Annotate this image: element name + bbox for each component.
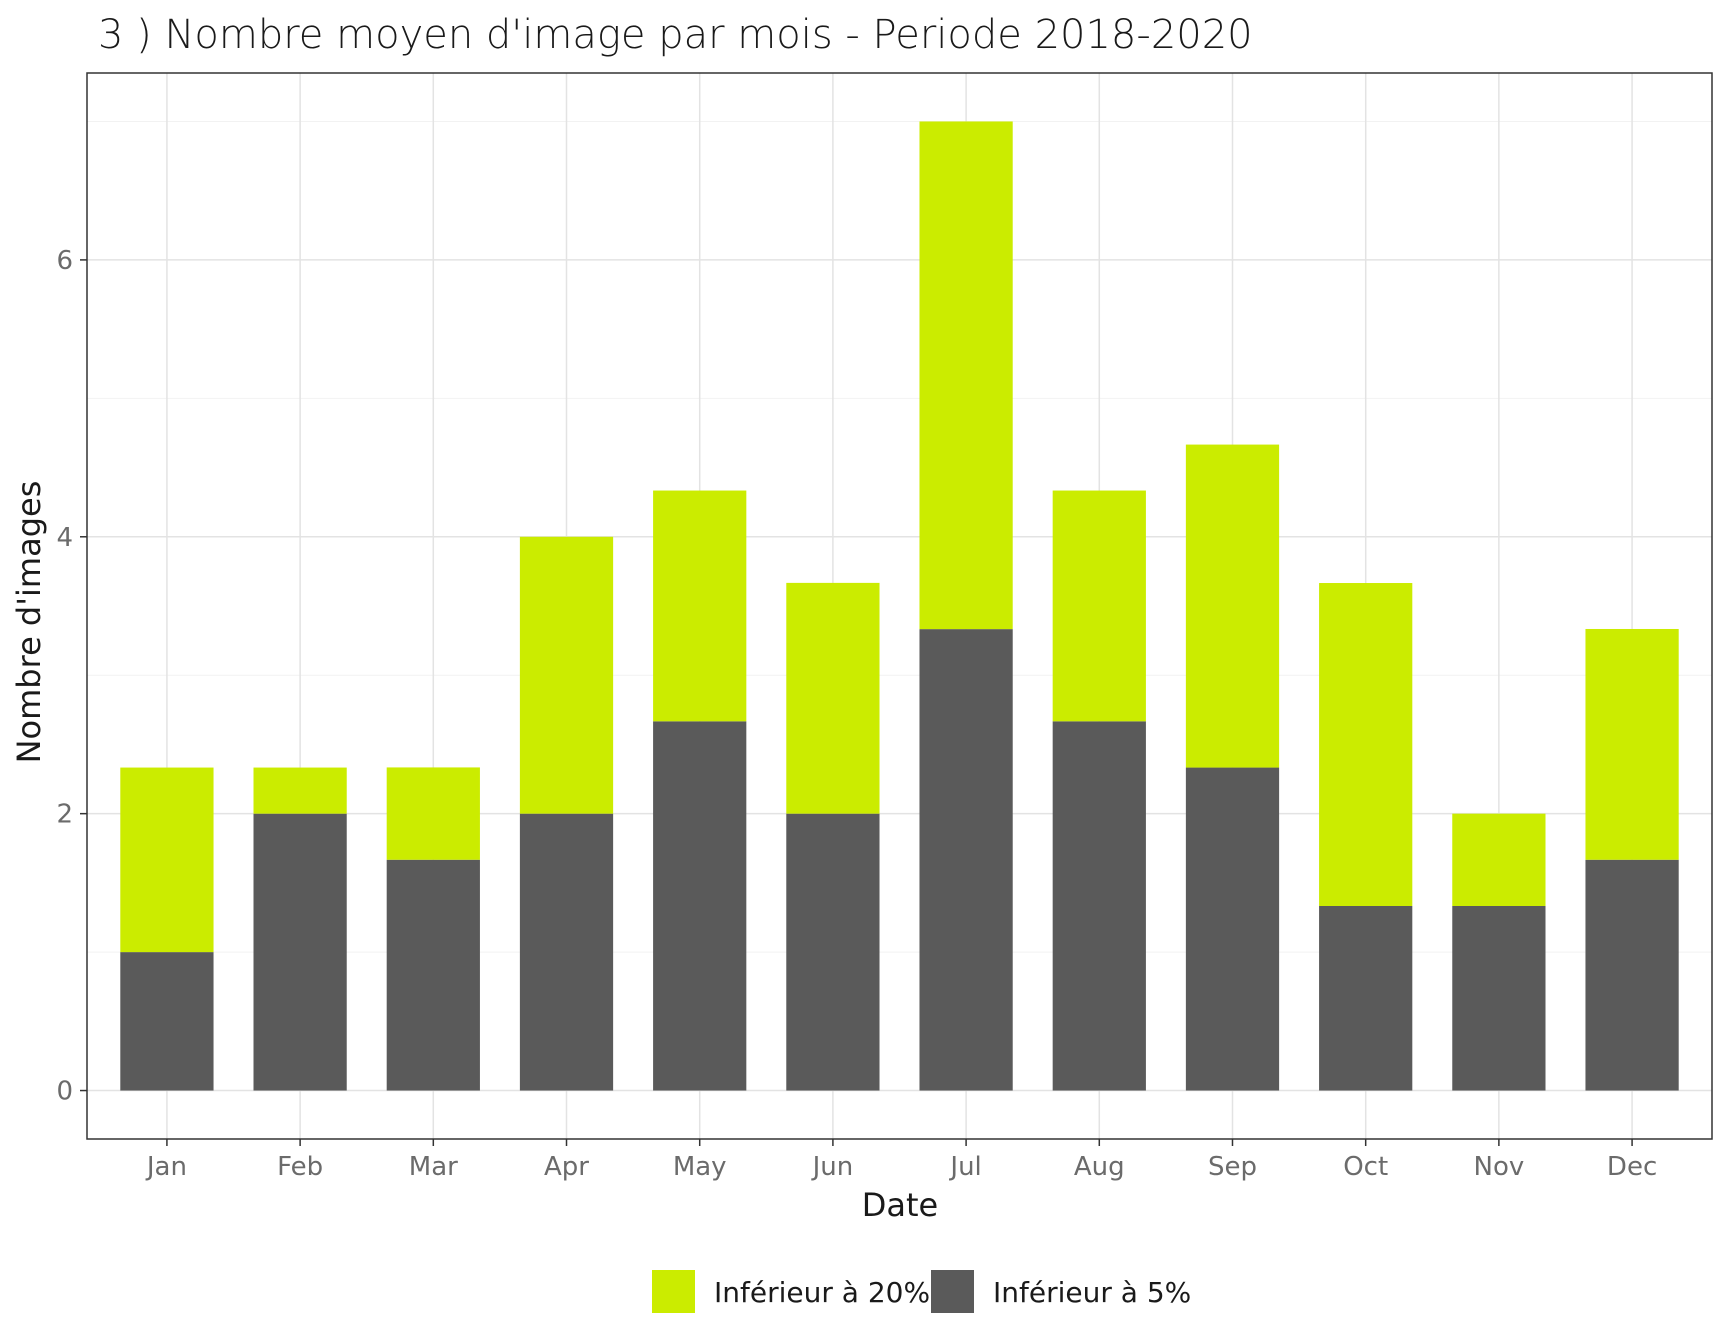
bar-segment bbox=[1585, 628, 1679, 860]
y-tick-label: 4 bbox=[56, 523, 73, 553]
legend: Inférieur à 20% Inférieur à 5% bbox=[652, 1270, 1191, 1313]
y-axis-title: Nombre d'images bbox=[10, 481, 48, 764]
bar-segment bbox=[1585, 859, 1679, 1091]
legend-label: Inférieur à 5% bbox=[993, 1276, 1191, 1309]
bars bbox=[120, 121, 1679, 1091]
bar-segment bbox=[253, 767, 347, 814]
bar-segment bbox=[120, 767, 214, 953]
x-tick-label: Mar bbox=[409, 1152, 458, 1182]
x-axis: Jan Feb Mar Apr May Jun Jul Aug Sep Oct Nov Dec bbox=[145, 1139, 1657, 1182]
bar-segment bbox=[386, 859, 480, 1091]
bar-segment bbox=[1319, 906, 1413, 1091]
bar-segment bbox=[653, 490, 747, 722]
legend-label: Inférieur à 20% bbox=[714, 1276, 930, 1309]
bar-segment bbox=[120, 952, 214, 1091]
bar-segment bbox=[1185, 767, 1280, 1091]
bar-segment bbox=[1052, 490, 1146, 722]
bar-segment bbox=[386, 767, 480, 860]
bar-segment bbox=[1452, 813, 1546, 907]
bar-segment bbox=[1452, 906, 1546, 1091]
legend-swatch bbox=[652, 1270, 695, 1313]
bar-segment bbox=[919, 629, 1013, 1091]
x-tick-label: Aug bbox=[1074, 1152, 1125, 1182]
x-tick-label: Dec bbox=[1607, 1152, 1657, 1182]
x-tick-label: Jan bbox=[145, 1152, 187, 1182]
bar-segment bbox=[253, 813, 347, 1091]
bar-segment bbox=[519, 536, 614, 814]
x-tick-label: Apr bbox=[544, 1152, 589, 1182]
bar-segment bbox=[519, 813, 614, 1091]
bar-segment bbox=[653, 721, 747, 1091]
legend-swatch bbox=[931, 1270, 974, 1313]
x-axis-title: Date bbox=[862, 1186, 938, 1224]
bar-segment bbox=[1185, 444, 1280, 768]
y-tick-label: 2 bbox=[56, 800, 73, 830]
x-tick-label: Oct bbox=[1343, 1152, 1388, 1182]
x-tick-label: Sep bbox=[1208, 1152, 1257, 1182]
bar-segment bbox=[919, 121, 1013, 630]
plot-panel-border bbox=[86, 72, 1713, 1140]
bar-segment bbox=[1319, 583, 1413, 907]
x-tick-label: Jun bbox=[811, 1152, 854, 1182]
x-tick-label: Nov bbox=[1474, 1152, 1525, 1182]
y-tick-label: 0 bbox=[56, 1077, 73, 1107]
x-tick-label: Jul bbox=[948, 1152, 981, 1182]
x-tick-label: Feb bbox=[277, 1152, 323, 1182]
x-tick-label: May bbox=[673, 1152, 727, 1182]
y-axis: 0 2 4 6 bbox=[56, 246, 87, 1107]
bar-segment bbox=[786, 813, 880, 1091]
y-tick-label: 6 bbox=[56, 246, 73, 276]
bar-segment bbox=[1052, 721, 1146, 1091]
bar-segment bbox=[786, 582, 880, 814]
chart-title: 3 ) Nombre moyen d'image par mois - Peri… bbox=[98, 12, 1253, 58]
